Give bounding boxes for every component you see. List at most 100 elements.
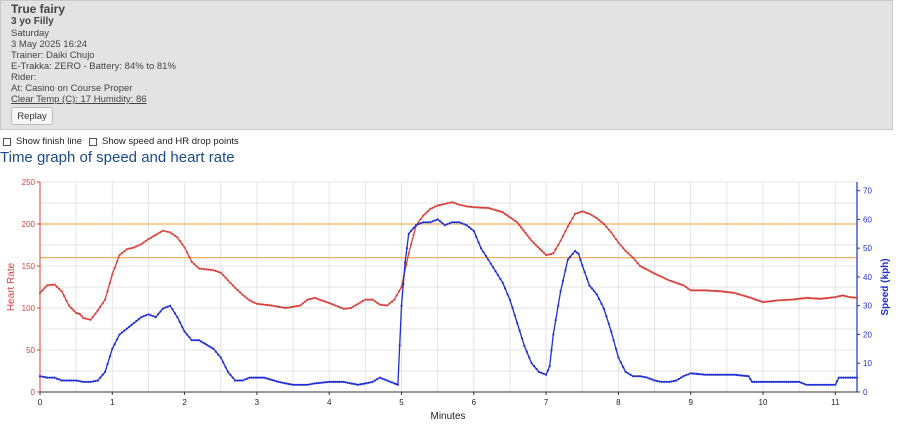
speed-point	[72, 379, 75, 382]
heart-rate-point	[680, 283, 683, 286]
heart-rate-point	[463, 204, 466, 207]
speed-point	[739, 374, 742, 377]
speed-point	[600, 302, 603, 305]
heart-rate-point	[737, 293, 740, 296]
heart-rate-point	[84, 317, 87, 320]
speed-point	[745, 374, 748, 378]
heart-rate-point	[99, 305, 102, 308]
heart-rate-point	[278, 305, 281, 308]
heart-rate-point	[297, 304, 300, 307]
chart-series	[38, 201, 859, 386]
heart-rate-point	[429, 207, 432, 210]
speed-point	[809, 383, 812, 386]
speed-point	[130, 323, 133, 326]
speed-point	[388, 380, 391, 383]
heart-rate-point	[534, 243, 537, 246]
heart-rate-point	[853, 296, 856, 299]
heart-rate-point	[636, 262, 639, 265]
speed-point	[559, 290, 562, 293]
heart-rate-point	[157, 232, 160, 235]
speed-point	[241, 379, 244, 382]
heart-rate-point	[108, 281, 111, 284]
heart-rate-point	[378, 303, 381, 306]
heart-rate-point	[306, 298, 309, 301]
heart-rate-point	[792, 298, 796, 301]
heart-rate-point	[790, 298, 794, 301]
speed-point	[487, 258, 490, 261]
heart-rate-point	[516, 221, 519, 224]
speed-point	[41, 375, 44, 378]
replay-button[interactable]: Replay	[11, 107, 53, 125]
y-right-tick-label: 10	[863, 359, 872, 368]
heart-rate-point	[667, 279, 671, 282]
speed-point	[825, 383, 828, 386]
heart-rate-point	[841, 294, 844, 297]
heart-rate-point	[780, 299, 783, 302]
speed-point	[516, 321, 519, 325]
speed-point	[296, 383, 299, 386]
heart-rate-point	[207, 268, 210, 271]
heart-rate-point	[493, 208, 496, 211]
heart-rate-point	[123, 250, 126, 253]
speed-point	[381, 377, 384, 380]
speed-point	[334, 380, 337, 383]
heart-rate-point	[446, 202, 449, 205]
rider: Rider:	[11, 72, 37, 83]
speed-point	[533, 365, 536, 368]
speed-point	[842, 376, 845, 379]
speed-point	[755, 380, 758, 383]
speed-point	[475, 235, 478, 238]
speed-point	[87, 380, 90, 383]
heart-rate-point	[674, 281, 677, 284]
heart-rate-point	[70, 306, 73, 310]
speed-point	[261, 376, 264, 379]
show-drop-points-checkbox[interactable]	[89, 137, 97, 146]
heart-rate-point	[422, 214, 425, 217]
heart-rate-point	[226, 279, 230, 282]
speed-point	[75, 379, 78, 382]
speed-point	[283, 382, 286, 385]
heart-rate-point	[747, 296, 750, 299]
speed-point	[357, 383, 360, 386]
heart-rate-point	[503, 212, 506, 215]
speed-point	[219, 356, 222, 359]
speed-point	[171, 308, 174, 311]
heart-rate-point	[190, 260, 193, 263]
speed-point	[837, 376, 841, 379]
speed-point	[465, 224, 468, 227]
speed-point	[376, 378, 379, 381]
speed-point	[285, 382, 288, 385]
speed-point	[402, 283, 405, 286]
speed-point	[663, 380, 666, 383]
speed-point	[429, 221, 432, 224]
heart-rate-point	[832, 296, 835, 299]
speed-point	[436, 218, 439, 221]
show-finish-line-option[interactable]: Show finish line	[3, 136, 82, 147]
speed-point	[321, 381, 325, 384]
heart-rate-point	[357, 302, 360, 305]
heart-rate-point	[485, 206, 488, 209]
speed-point	[820, 383, 824, 386]
speed-line	[39, 218, 857, 386]
speed-point	[202, 341, 205, 344]
show-drop-points-option[interactable]: Show speed and HR drop points	[89, 136, 239, 147]
heart-rate-point	[836, 295, 839, 298]
heart-rate-point	[478, 206, 482, 209]
speed-point	[573, 249, 577, 253]
heart-rate-point	[843, 294, 847, 298]
speed-series	[38, 218, 859, 386]
heart-rate-point	[424, 212, 427, 215]
speed-point	[55, 377, 59, 380]
heart-rate-point	[718, 290, 721, 293]
heart-rate-point	[120, 252, 123, 255]
show-finish-line-checkbox[interactable]	[3, 137, 11, 146]
heart-rate-point	[768, 300, 771, 303]
speed-point	[363, 382, 366, 385]
heart-rate-point	[602, 222, 606, 226]
speed-point	[407, 232, 410, 235]
speed-point	[149, 314, 152, 317]
speed-point	[185, 333, 189, 336]
speed-point	[774, 380, 777, 383]
speed-point	[793, 380, 797, 383]
heart-rate-point	[276, 305, 279, 308]
